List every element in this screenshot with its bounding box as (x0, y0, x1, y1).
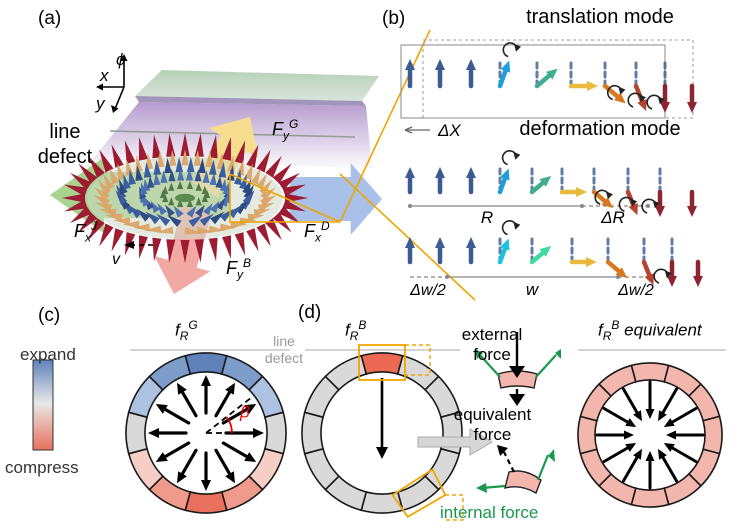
svg-text:x: x (99, 66, 109, 85)
svg-text:ϕ: ϕ (116, 50, 125, 69)
svg-text:Δw/2: Δw/2 (617, 282, 654, 299)
svg-text:ΔX: ΔX (437, 121, 461, 140)
svg-text:y: y (95, 94, 106, 113)
svg-text:R: R (481, 208, 493, 227)
svg-text:ΔR: ΔR (600, 208, 625, 227)
svg-text:w: w (526, 280, 540, 299)
svg-text:β: β (239, 402, 250, 421)
svg-text:Δw/2: Δw/2 (409, 282, 446, 299)
